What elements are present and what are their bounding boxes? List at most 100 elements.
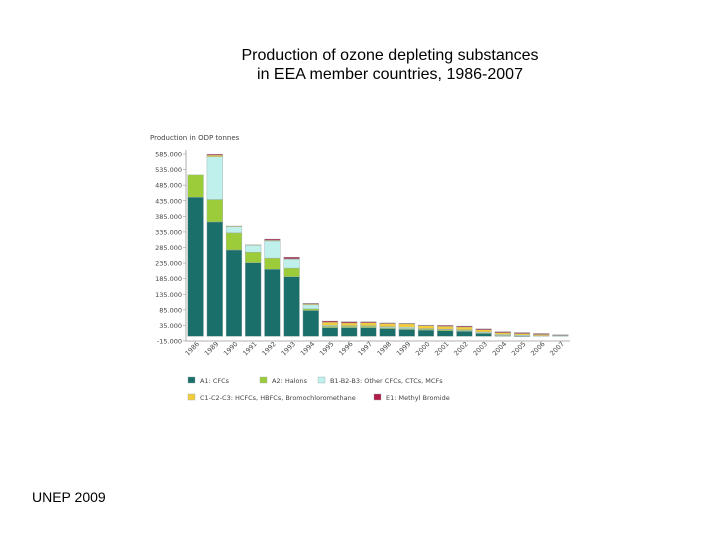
x-tick-label: 1995 (318, 340, 335, 357)
bar-segment (206, 221, 223, 337)
bar-segment (283, 256, 300, 259)
bar-segment (417, 324, 435, 326)
y-tick-label: -15.000 (157, 338, 182, 346)
bar-segment (513, 332, 531, 334)
bar-segment (437, 330, 454, 337)
legend-swatch (259, 376, 268, 384)
legend-swatch (317, 376, 326, 384)
bar-segment (437, 326, 454, 330)
x-tick-label: 2005 (510, 340, 527, 357)
bar-segment (475, 328, 492, 330)
y-axis-label: Production in ODP tonnes (150, 134, 240, 142)
bar-segment (206, 199, 223, 223)
bar-segment (417, 329, 435, 337)
x-tick-label: 1993 (280, 340, 297, 357)
bar-segment (475, 329, 492, 333)
bar-segment (417, 325, 435, 329)
bar-segment (302, 310, 319, 337)
bar-segment (360, 327, 377, 337)
bar-segment (341, 321, 358, 324)
bar-segment (187, 197, 204, 337)
x-tick-label: 1999 (395, 340, 412, 357)
legend-label: B1-B2-B3: Other CFCs, CTCs, MCFs (330, 377, 443, 385)
bar-segment (494, 332, 511, 335)
bar-segment (456, 331, 473, 337)
x-tick-label: 1998 (376, 340, 393, 357)
y-tick-label: 385.000 (155, 213, 182, 221)
y-tick-label: 285.000 (155, 244, 182, 252)
bar-segment (513, 333, 531, 336)
bar-segment (379, 323, 396, 327)
bar-segment (533, 333, 550, 335)
x-tick-label: 2004 (491, 340, 508, 357)
bar-segment (302, 304, 319, 310)
x-tick-label: 1990 (222, 340, 239, 357)
bar-segment (398, 329, 415, 337)
bar-segment (225, 232, 243, 251)
bar-segment (264, 269, 281, 337)
bar-segment (341, 322, 358, 326)
legend-swatch (187, 376, 196, 384)
x-tick-label: 1996 (337, 340, 354, 357)
legend-label: A1: CFCs (200, 377, 230, 385)
legend-label: C1-C2-C3: HCFCs, HBFCs, Bromochlorometha… (200, 394, 356, 402)
bar-segment (283, 276, 300, 337)
bar-segment (360, 321, 377, 323)
bar-segment (379, 322, 396, 324)
bar-segment (225, 225, 243, 227)
x-tick-label: 1986 (184, 340, 201, 357)
x-tick-label: 2002 (452, 340, 469, 357)
x-tick-label: 1991 (241, 340, 258, 357)
legend-swatch (187, 393, 196, 401)
y-tick-label: 185.000 (155, 275, 182, 283)
bar-segment (225, 249, 243, 337)
x-tick-label: 1997 (356, 340, 373, 357)
bar-segment (341, 327, 358, 337)
bar-segment (206, 155, 223, 158)
legend-swatch (373, 393, 382, 401)
bar-segment (264, 257, 281, 270)
footer-source: UNEP 2009 (32, 489, 106, 505)
legend-label: A2: Halons (272, 377, 308, 385)
bar-segment (245, 244, 262, 246)
bar-segment (283, 267, 300, 278)
bar-segment (321, 320, 339, 323)
bar-segment (245, 245, 262, 253)
bar-segment (321, 322, 339, 326)
bar-segment (360, 322, 377, 326)
bar-segment (456, 325, 473, 328)
bar-segment (187, 174, 204, 198)
x-tick-label: 2001 (433, 340, 450, 357)
bar-segment (398, 323, 415, 328)
bar-segment (437, 325, 454, 327)
bar-segment (264, 240, 281, 259)
bar-segment (456, 326, 473, 330)
x-tick-label: 2003 (472, 340, 489, 357)
chart-title-line-2: in EEA member countries, 1986-2007 (257, 66, 523, 83)
y-tick-label: 485.000 (155, 182, 182, 190)
y-tick-label: 535.000 (155, 166, 182, 174)
x-tick-label: 2007 (548, 340, 565, 357)
y-tick-label: 335.000 (155, 228, 182, 236)
x-tick-label: 2006 (529, 340, 546, 357)
x-tick-label: 2000 (414, 340, 431, 357)
legend-label: E1: Methyl Bromide (386, 394, 450, 402)
x-tick-label: 1989 (203, 340, 220, 357)
y-tick-label: 435.000 (155, 197, 182, 205)
bar-segment (302, 303, 319, 305)
y-tick-label: 585.000 (155, 151, 182, 159)
bar-segment (206, 154, 223, 156)
x-tick-label: 1994 (299, 340, 316, 357)
y-tick-label: 85.000 (159, 306, 182, 314)
bar-segment (302, 308, 319, 311)
y-tick-label: 235.000 (155, 260, 182, 268)
bar-segment (206, 156, 223, 200)
x-tick-label: 1992 (260, 340, 277, 357)
y-tick-label: 35.000 (159, 322, 182, 330)
bar-segment (264, 238, 281, 241)
y-tick-label: 135.000 (155, 291, 182, 299)
bar-segment (552, 334, 569, 336)
chart-title-line-1: Production of ozone depleting substances (241, 47, 539, 64)
bar-segment (321, 327, 339, 337)
